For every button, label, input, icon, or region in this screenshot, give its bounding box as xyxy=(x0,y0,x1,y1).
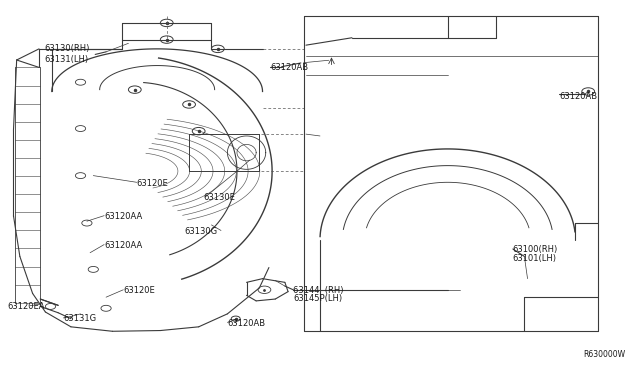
Text: 63144  (RH): 63144 (RH) xyxy=(293,286,344,295)
Text: 63120AB: 63120AB xyxy=(227,319,266,328)
Text: 63120AB: 63120AB xyxy=(270,63,308,72)
Text: 63100(RH): 63100(RH) xyxy=(513,244,558,253)
Text: 63130E: 63130E xyxy=(204,193,236,202)
Text: 63130(RH): 63130(RH) xyxy=(44,44,90,53)
Text: R630000W: R630000W xyxy=(583,350,625,359)
Text: 63120AA: 63120AA xyxy=(104,241,142,250)
Text: 63120AA: 63120AA xyxy=(104,212,142,221)
Text: 63120E: 63120E xyxy=(124,286,155,295)
Text: 63131(LH): 63131(LH) xyxy=(44,55,88,64)
Text: 63101(LH): 63101(LH) xyxy=(513,254,557,263)
Text: 63131G: 63131G xyxy=(63,314,97,323)
Text: 63120EA: 63120EA xyxy=(7,302,45,311)
Text: 63120AB: 63120AB xyxy=(559,92,598,101)
Text: 63120E: 63120E xyxy=(137,179,168,187)
Text: 63145P(LH): 63145P(LH) xyxy=(293,294,342,303)
Text: 63130G: 63130G xyxy=(184,227,218,236)
